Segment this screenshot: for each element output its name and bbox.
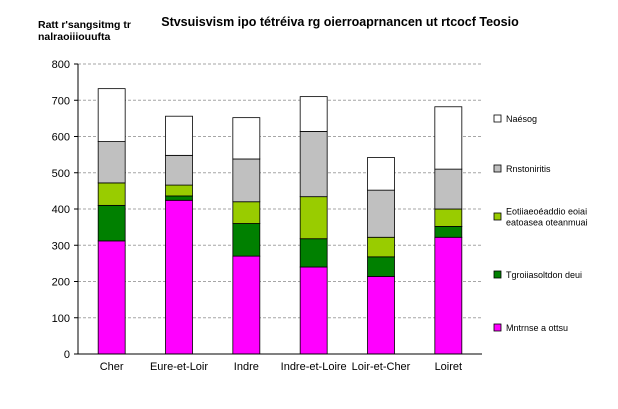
bar-segment xyxy=(165,199,193,355)
y-tick-label: 100 xyxy=(52,313,70,325)
legend-swatch xyxy=(493,323,502,332)
chart-title: Stvsuisvism ipo tétréiva rg oierroaprnan… xyxy=(161,15,519,29)
legend-swatch xyxy=(493,164,502,173)
bar-segment xyxy=(232,255,261,355)
bar-segment xyxy=(165,115,193,156)
bar-segment xyxy=(367,276,395,355)
y-tick-label: 700 xyxy=(52,95,70,107)
bar-segment xyxy=(97,141,126,184)
y-tick-label: 600 xyxy=(52,132,70,144)
x-tick-label: Indre-et-Loire xyxy=(281,361,347,373)
legend-swatch xyxy=(493,270,502,279)
y-axis-label: Ratt r'sangsitmg tr nalraoiiiouufta xyxy=(38,19,134,43)
bar-segment xyxy=(165,154,193,186)
legend-swatch xyxy=(493,212,502,221)
legend-label: Naésog xyxy=(506,114,537,124)
bar-segment xyxy=(299,266,328,355)
bar-segment xyxy=(299,131,328,198)
bar-segment xyxy=(232,223,261,257)
bar-segment xyxy=(232,117,261,160)
bar-segment xyxy=(232,158,261,203)
bar-segment xyxy=(232,201,261,224)
legend-label: Rnstoniritis xyxy=(506,164,551,174)
bar-segment xyxy=(97,240,126,355)
y-tick-label: 800 xyxy=(52,59,70,71)
legend-swatch xyxy=(493,114,502,123)
bar-segment xyxy=(367,157,395,191)
y-tick-label: 400 xyxy=(52,204,70,216)
legend: Mntrnse a ottsu Tgroiiasoltdon deui Eotiia… xyxy=(493,114,588,333)
x-tick-label: Cher xyxy=(100,361,124,373)
y-tick-label: 0 xyxy=(64,349,70,361)
x-tick-label: Eure-et-Loir xyxy=(150,361,208,373)
x-tick-label: Loiret xyxy=(435,361,463,373)
legend-label: Tgroiiasoltdon deui xyxy=(506,270,582,280)
bar-segment xyxy=(299,96,328,132)
legend-label: Mntrnse a ottsu xyxy=(506,323,568,333)
y-tick-label: 500 xyxy=(52,168,70,180)
x-tick-label: Indre xyxy=(234,361,259,373)
bar-segment xyxy=(434,106,463,170)
y-tick-label: 200 xyxy=(52,277,70,289)
plot-area: 0 100 200 300 400 500 600 700 800 Cher Eure-et-Loi… xyxy=(52,59,482,373)
bar-segment xyxy=(97,182,126,206)
legend-label: Eotiiaeoéaddio eoiai eatoasea oteanmuai xyxy=(506,207,588,228)
bar-segment xyxy=(299,238,328,268)
bar-segment xyxy=(434,168,463,210)
bar-segment xyxy=(299,196,328,240)
y-axis-label-line-2: nalraoiiiouufta xyxy=(38,31,110,43)
bar-segment xyxy=(434,225,463,238)
x-tick-label: Loir-et-Cher xyxy=(352,361,411,373)
bar-segment xyxy=(367,256,395,277)
y-tick-label: 300 xyxy=(52,240,70,252)
y-axis-label-line-1: Ratt r'sangsitmg tr xyxy=(38,19,131,31)
bar-segment xyxy=(367,189,395,238)
bar-segment xyxy=(97,88,126,142)
bar-segment xyxy=(434,208,463,227)
bar-segment xyxy=(165,195,193,201)
bar-segment xyxy=(97,204,126,242)
bar-segment xyxy=(434,236,463,355)
bar-segment xyxy=(367,236,395,258)
bar-segment xyxy=(165,184,193,197)
